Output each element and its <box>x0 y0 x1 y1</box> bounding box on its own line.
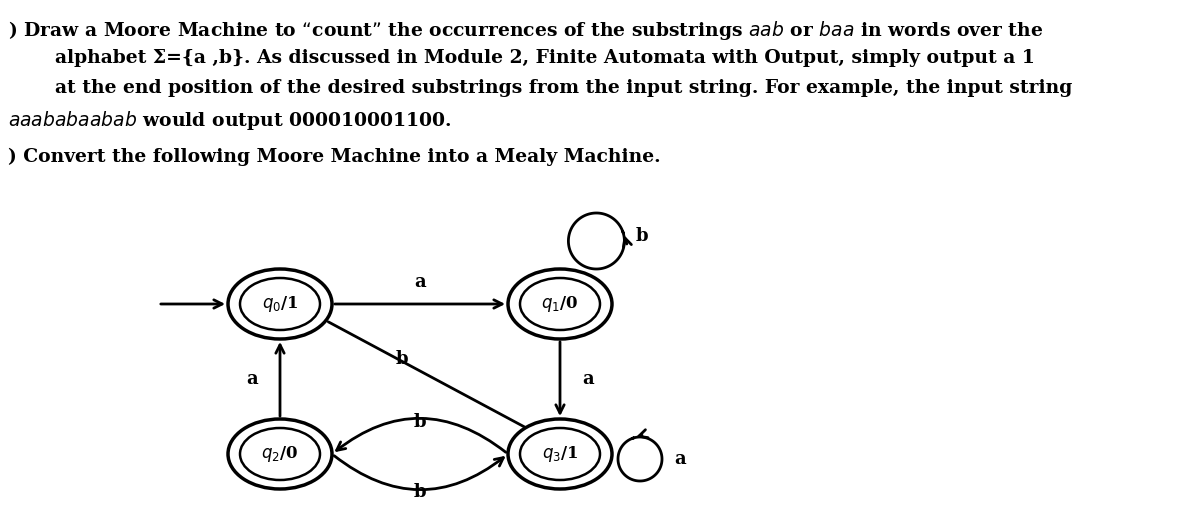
Ellipse shape <box>508 419 612 489</box>
Text: alphabet Σ={a ,b}. As discussed in Module 2, Finite Automata with Output, simply: alphabet Σ={a ,b}. As discussed in Modul… <box>55 49 1034 67</box>
Text: $\mathit{aaababaabab}$ would output 000010001100.: $\mathit{aaababaabab}$ would output 0000… <box>8 109 452 132</box>
Text: b: b <box>636 227 649 245</box>
Text: at the end position of the desired substrings from the input string. For example: at the end position of the desired subst… <box>55 79 1073 97</box>
Text: $q_0$/1: $q_0$/1 <box>262 294 299 314</box>
Ellipse shape <box>228 269 332 339</box>
Text: a: a <box>582 370 594 388</box>
Ellipse shape <box>228 419 332 489</box>
Text: $q_3$/1: $q_3$/1 <box>541 444 578 464</box>
Text: ) Draw a Moore Machine to “count” the occurrences of the substrings $\mathit{aab: ) Draw a Moore Machine to “count” the oc… <box>8 19 1043 42</box>
Ellipse shape <box>508 269 612 339</box>
Text: a: a <box>414 273 426 291</box>
Text: b: b <box>396 350 408 368</box>
Text: $q_2$/0: $q_2$/0 <box>262 444 299 464</box>
Text: $q_1$/0: $q_1$/0 <box>541 294 578 314</box>
Text: ) Convert the following Moore Machine into a Mealy Machine.: ) Convert the following Moore Machine in… <box>8 148 661 166</box>
Text: a: a <box>246 370 258 388</box>
Text: b: b <box>414 413 426 431</box>
Text: b: b <box>414 483 426 501</box>
Text: a: a <box>674 450 686 468</box>
